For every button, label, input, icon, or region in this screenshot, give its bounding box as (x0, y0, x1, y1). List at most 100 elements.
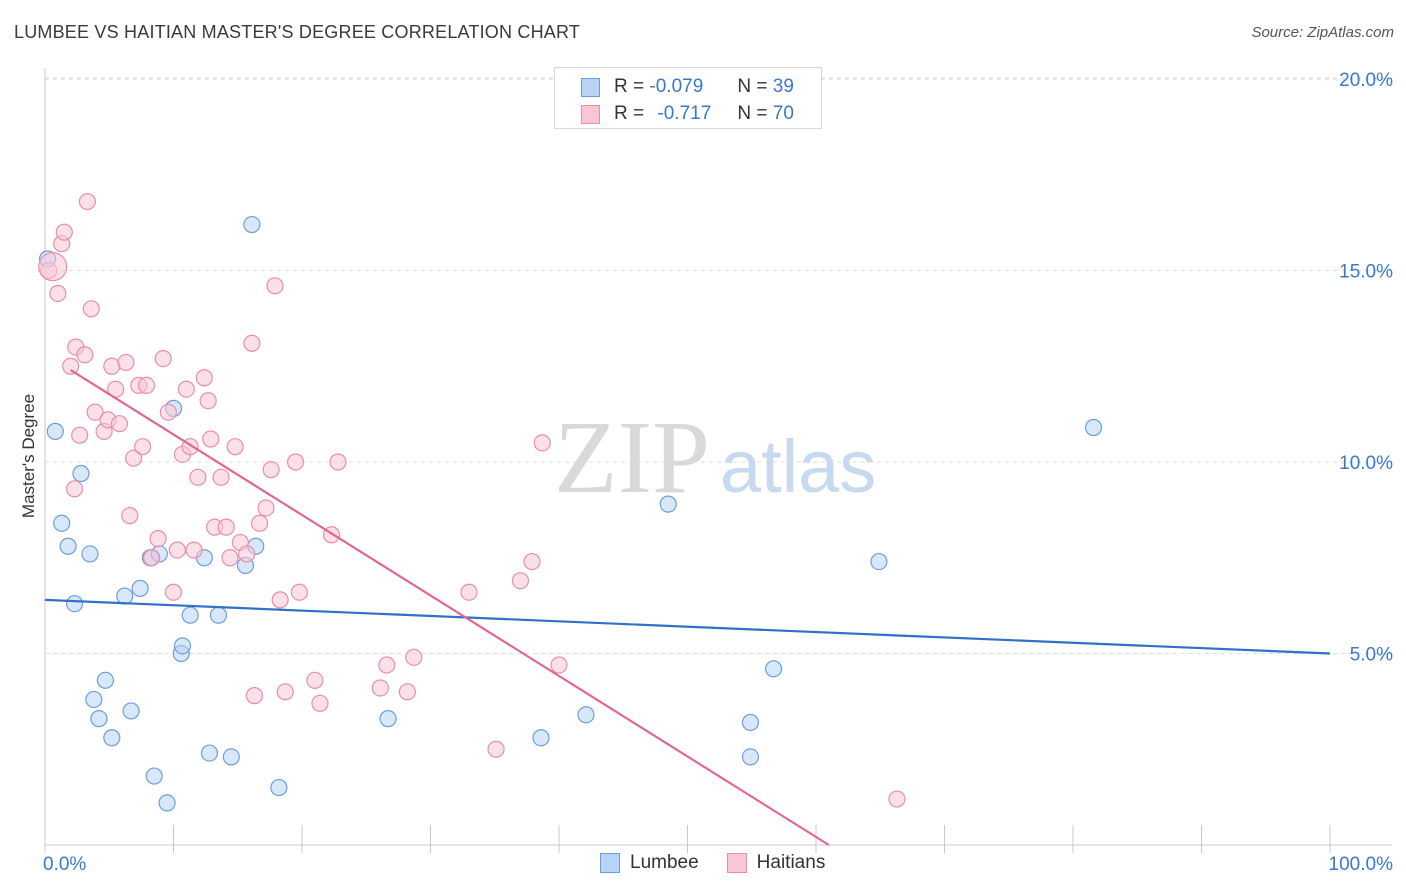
lumbee-point (116, 587, 134, 605)
haitian-point (134, 438, 152, 456)
haitian-point (262, 461, 280, 479)
haitian-point (250, 514, 269, 532)
haitian-point (164, 583, 183, 601)
lumbee-point (870, 552, 888, 571)
haitian-point (487, 740, 505, 758)
haitian-point (266, 277, 284, 295)
legend-item-haitians[interactable]: Haitians (726, 852, 825, 874)
tick-labels: 5.0% 10.0% 15.0% 20.0% 0.0% 100.0% (43, 70, 1393, 875)
lumbee-point (173, 637, 192, 655)
r-label: R = (614, 76, 645, 97)
lumbee-point (131, 579, 149, 597)
legend-label-lumbee: Lumbee (630, 852, 699, 873)
haitian-point (199, 392, 217, 410)
haitian-point (159, 403, 177, 421)
haitian-points (38, 192, 906, 808)
lumbee-point (764, 660, 783, 678)
r-label: R = (614, 103, 645, 124)
source-credit: Source: ZipAtlas.com (1251, 24, 1394, 41)
lumbee-point (577, 706, 595, 724)
haitian-point (76, 346, 94, 364)
haitian-point (121, 507, 139, 525)
haitians-swatch (581, 104, 600, 124)
haitian-point (329, 453, 347, 471)
n-label: N = (737, 76, 768, 97)
watermark-zip: ZIP (554, 400, 710, 515)
haitian-point (371, 679, 389, 697)
haitian-point (78, 192, 97, 211)
haitian-point (533, 434, 551, 452)
lumbee-point (243, 215, 261, 234)
n-value: 70 (772, 103, 794, 124)
y-tick-label: 15.0% (1339, 262, 1393, 283)
n-value: 39 (772, 76, 794, 97)
y-tick-label: 5.0% (1350, 645, 1393, 666)
lumbee-point (72, 464, 90, 483)
haitian-point (511, 572, 530, 590)
trend-lines (44, 369, 1331, 846)
haitians-swatch (726, 853, 747, 873)
haitian-point (82, 300, 100, 318)
lumbee-point (65, 595, 84, 613)
haitian-point (202, 430, 220, 448)
axes (44, 68, 1392, 853)
correlation-legend: R = -0.079 N = 39 R = -0.717 N = 70 (554, 67, 822, 129)
x-tick-label: 100.0% (1329, 854, 1394, 875)
haitian-point (117, 353, 135, 372)
haitian-point (62, 357, 80, 375)
haitian-point (378, 656, 396, 674)
haitian-point (257, 499, 275, 517)
haitian-point (154, 349, 172, 368)
haitian-point (306, 671, 324, 689)
haitian-point (86, 403, 104, 421)
haitian-point (888, 790, 906, 808)
haitian-point (271, 591, 289, 609)
lumbee-point (659, 495, 677, 513)
haitian-point (217, 518, 235, 536)
haitian-point (125, 449, 143, 467)
lumbee-point (96, 671, 114, 689)
haitian-point (103, 357, 121, 375)
haitian-point (195, 369, 213, 387)
lumbee-point (145, 767, 163, 785)
haitian-point (71, 426, 89, 444)
lumbee-point (90, 710, 108, 728)
haitian-point (212, 468, 230, 486)
haitian-point (65, 480, 84, 498)
haitian-point (177, 380, 195, 398)
lumbee-point (103, 729, 121, 747)
haitian-point (405, 648, 423, 666)
n-label: N = (737, 103, 768, 124)
lumbee-point (1084, 418, 1103, 437)
lumbee-point (200, 744, 219, 762)
lumbee-point (532, 729, 550, 747)
haitian-point (523, 552, 541, 571)
lumbee-point (122, 702, 140, 720)
lumbee-point (46, 422, 64, 440)
watermark-atlas: atlas (720, 425, 876, 508)
r-value: -0.717 (657, 103, 712, 124)
legend-item-lumbee[interactable]: Lumbee (600, 852, 699, 874)
chart-title: LUMBEE VS HAITIAN MASTER'S DEGREE CORREL… (14, 22, 581, 42)
haitian-point (221, 549, 239, 567)
haitian-point (460, 583, 478, 601)
legend-row-haitians: R = -0.717 N = 70 (581, 102, 794, 126)
haitian-point (143, 549, 161, 567)
lumbee-point (741, 748, 760, 766)
watermark: ZIP atlas (554, 400, 876, 515)
haitian-point (238, 545, 256, 563)
lumbee-point (379, 710, 397, 728)
haitian-point (137, 376, 156, 394)
y-tick-label: 10.0% (1339, 453, 1393, 474)
legend-row-lumbee: R = -0.079 N = 39 (581, 75, 794, 99)
haitian-point (398, 683, 416, 701)
haitian-trend-line (70, 369, 830, 846)
haitian-point (149, 529, 167, 548)
lumbee-point (158, 794, 176, 812)
haitian-point (550, 656, 568, 674)
lumbee-point (209, 606, 228, 624)
haitian-point (49, 284, 67, 303)
lumbee-point (270, 778, 288, 797)
lumbee-swatch (581, 77, 600, 97)
